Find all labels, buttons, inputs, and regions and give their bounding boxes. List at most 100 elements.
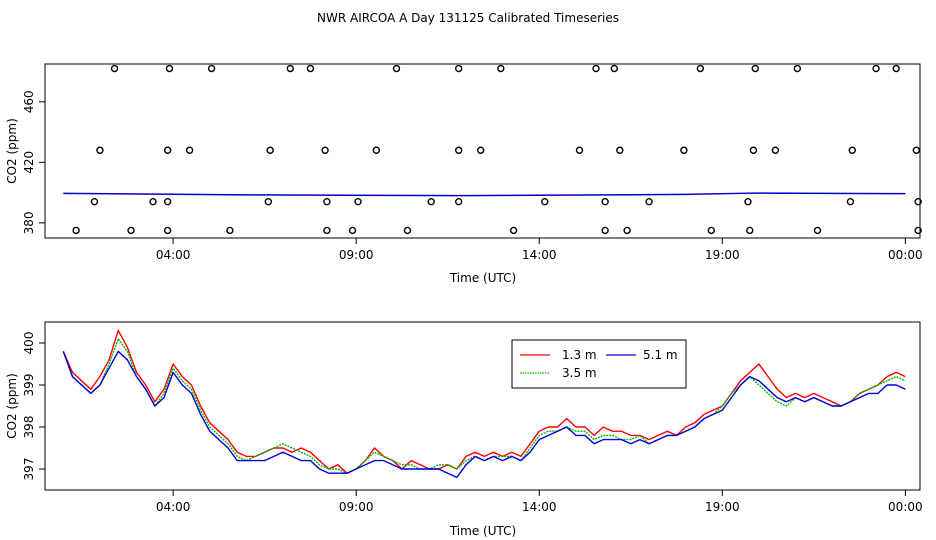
- x-axis-label: Time (UTC): [449, 524, 516, 538]
- calibration-point: [455, 64, 463, 73]
- calibration-point: [541, 197, 549, 206]
- legend-label-3-5m: 3.5 m: [562, 366, 597, 380]
- plot-frame: [44, 321, 921, 491]
- y-axis: 397 398 399 400: [22, 332, 45, 481]
- calibration-point: [372, 146, 381, 154]
- calibration-point: [623, 226, 631, 235]
- calibration-point: [226, 226, 234, 235]
- y-tick-label: 380: [22, 211, 36, 234]
- calibration-point: [616, 146, 624, 154]
- calibration-point: [72, 226, 80, 235]
- y-axis-label: CO2 (ppm): [5, 373, 19, 439]
- calibration-point: [348, 226, 357, 235]
- calibration-point: [163, 197, 172, 206]
- x-tick-label: 00:00: [888, 500, 923, 514]
- calibration-point: [749, 146, 758, 154]
- calibration-point: [645, 197, 653, 206]
- y-tick-label: 460: [22, 90, 36, 113]
- calibration-point: [163, 226, 172, 235]
- calibration-point: [323, 226, 331, 235]
- calibration-point: [455, 197, 463, 206]
- calibration-point: [286, 64, 294, 73]
- calibration-point: [575, 146, 584, 154]
- y-tick-label: 398: [22, 416, 36, 439]
- calibration-point: [696, 64, 705, 73]
- calibration-point: [266, 146, 274, 154]
- calibration-point: [846, 197, 855, 206]
- legend-box: [511, 339, 687, 389]
- calibration-point: [476, 146, 485, 154]
- x-tick-label: 19:00: [705, 500, 740, 514]
- ambient-line: [63, 192, 906, 197]
- calibration-point: [165, 64, 174, 73]
- calibration-point: [914, 197, 922, 206]
- legend-label-5-1m: 5.1 m: [643, 348, 678, 362]
- y-tick-label: 399: [22, 374, 36, 397]
- calibration-point: [306, 64, 315, 73]
- calibration-point: [163, 146, 172, 154]
- calibration-point: [892, 64, 900, 73]
- calibration-panel: CO2 (ppm) Time (UTC) 04:00 09:00 14:00 19:0…: [5, 63, 923, 285]
- calibration-point: [601, 197, 609, 206]
- y-tick-label: 400: [22, 332, 36, 355]
- calibration-point: [914, 226, 922, 235]
- calibration-point: [207, 64, 216, 73]
- calibration-point: [707, 226, 716, 235]
- plot-frame: [44, 63, 921, 239]
- calibration-point: [793, 64, 802, 73]
- series-line-3-5m: [62, 338, 906, 474]
- legend-label-1-3m: 1.3 m: [562, 348, 597, 362]
- calibration-point: [771, 146, 780, 154]
- x-tick-label: 04:00: [156, 248, 191, 262]
- y-axis-label: CO2 (ppm): [5, 118, 19, 184]
- calibration-point: [127, 226, 135, 235]
- x-tick-label: 09:00: [339, 500, 374, 514]
- x-tick-label: 14:00: [522, 500, 557, 514]
- series-line-5-1m: [62, 350, 906, 479]
- x-axis-label: Time (UTC): [449, 271, 516, 285]
- series-line-1-3m: [62, 329, 906, 474]
- calibration-point: [185, 146, 194, 154]
- x-tick-label: 00:00: [888, 248, 923, 262]
- calibration-point: [110, 64, 119, 73]
- y-tick-label: 420: [22, 151, 36, 174]
- x-tick-label: 04:00: [156, 500, 191, 514]
- calibration-point: [90, 197, 99, 206]
- calibration-point: [746, 226, 754, 235]
- calibration-point: [610, 64, 618, 73]
- calibration-point: [848, 146, 856, 154]
- calibration-point: [509, 226, 518, 235]
- timeseries-panel: CO2 (ppm) Time (UTC) 04:00 09:00 14:00 19:0…: [5, 321, 923, 538]
- calibration-point: [392, 64, 401, 73]
- calibration-point: [744, 197, 752, 206]
- calibration-point: [497, 64, 505, 73]
- calibration-point: [813, 226, 822, 235]
- calibration-point: [872, 64, 880, 73]
- series-lines: [62, 329, 906, 479]
- x-axis: 04:00 09:00 14:00 19:00 00:00: [156, 238, 923, 262]
- calibration-point: [601, 226, 609, 235]
- x-tick-label: 09:00: [339, 248, 374, 262]
- calibration-point: [680, 146, 688, 154]
- y-axis: 380 420 460: [22, 90, 45, 234]
- ambient-lines: [63, 192, 906, 197]
- calibration-point: [455, 146, 463, 154]
- calibration-point: [592, 64, 600, 73]
- y-tick-label: 397: [22, 458, 36, 481]
- calibration-point: [912, 146, 921, 154]
- calibration-point: [354, 197, 362, 206]
- x-tick-label: 14:00: [522, 248, 557, 262]
- calibration-point: [96, 146, 104, 154]
- calibration-point: [751, 64, 759, 73]
- calibration-point: [264, 197, 273, 206]
- x-tick-label: 19:00: [705, 248, 740, 262]
- legend: 1.3 m 5.1 m 3.5 m: [511, 339, 687, 389]
- x-axis: 04:00 09:00 14:00 19:00 00:00: [156, 490, 923, 514]
- calibration-point: [427, 197, 435, 206]
- chart-title: NWR AIRCOA A Day 131125 Calibrated Times…: [317, 11, 619, 25]
- calibration-points: [72, 64, 922, 235]
- calibration-point: [321, 146, 329, 154]
- calibration-point: [323, 197, 331, 206]
- calibration-point: [403, 226, 412, 235]
